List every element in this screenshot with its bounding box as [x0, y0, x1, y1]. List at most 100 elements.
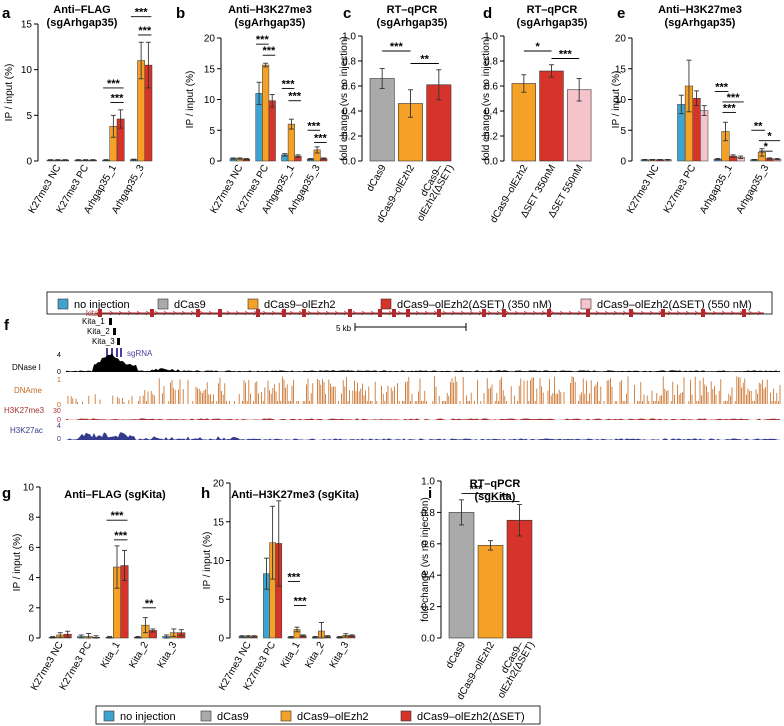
track-h3k27ac-signal	[66, 432, 780, 440]
dname-bar	[731, 387, 733, 404]
dname-bar	[254, 382, 256, 404]
y-axis-label-b: IP / input (%)	[185, 71, 196, 129]
dname-bar	[757, 393, 758, 404]
dname-bar	[758, 382, 760, 404]
dname-bar	[381, 385, 382, 404]
dname-bar	[480, 401, 482, 404]
dname-bar	[278, 382, 280, 404]
gene-exon	[196, 309, 200, 317]
dname-bar	[88, 395, 90, 404]
gene-arrow	[181, 310, 186, 316]
gene-arrow	[658, 310, 663, 316]
sgrna-marks	[106, 348, 122, 357]
dname-bar	[712, 389, 714, 404]
dname-bar	[352, 390, 354, 404]
dname-bar	[147, 391, 149, 404]
chart-e: e Anti–H3K27me3(sgArhgap35) 0 5 10 15 20 IP / i…	[611, 4, 782, 216]
dname-bar	[122, 397, 123, 404]
dname-bar	[72, 398, 74, 404]
track-label-dnase: DNase I	[12, 363, 41, 372]
h3k27me3-signal-area	[66, 418, 780, 420]
dname-bar	[403, 401, 405, 404]
dname-bar	[563, 391, 565, 404]
panel-letter-h: h	[201, 485, 210, 502]
dname-bar	[446, 392, 448, 404]
dname-bar	[469, 401, 470, 404]
dname-bar	[766, 379, 768, 404]
gene-arrow	[757, 310, 762, 316]
gene-arrow	[694, 310, 699, 316]
track-dnase-signal	[66, 353, 780, 372]
gene-arrow	[235, 310, 240, 316]
region-label-kita-2: Kita_2	[87, 327, 110, 336]
significance-label-b: ***	[307, 120, 321, 132]
gene-direction-arrows	[109, 310, 762, 316]
dname-bar	[416, 401, 418, 404]
dname-bar	[658, 401, 659, 404]
dname-bar	[760, 383, 762, 404]
y-tick-label-i: 1.0	[421, 477, 435, 488]
dname-bar	[560, 392, 562, 404]
gene-arrow	[397, 310, 402, 316]
gene-arrow	[343, 310, 348, 316]
dname-bar	[338, 401, 339, 404]
dname-bar	[296, 401, 298, 404]
significance-label-d: ***	[559, 49, 573, 61]
dname-bar	[622, 401, 624, 404]
significance-label-b: ***	[288, 91, 302, 103]
significance-label-e: ***	[727, 92, 741, 104]
dname-bar	[547, 390, 549, 404]
dname-bar	[182, 389, 184, 404]
dname-bar	[778, 401, 779, 404]
y-tick-label-a: 15	[21, 20, 33, 31]
y-tick-label-d: 0.8	[484, 57, 498, 68]
y-tick-label-g: 8	[28, 513, 34, 524]
x-tick-label-e: K27me3 NC	[625, 163, 662, 216]
dname-bar	[414, 401, 416, 404]
dname-bar	[611, 386, 613, 404]
gene-arrow	[469, 310, 474, 316]
dname-bar	[470, 392, 472, 404]
dname-bar	[765, 387, 766, 404]
x-tick-label-g: Kita_2	[127, 640, 151, 670]
dname-bar	[75, 398, 77, 404]
chart-title-h: Anti–H3K27me3 (sgKita)	[231, 489, 359, 501]
dname-bar	[739, 377, 741, 404]
gene-arrow	[118, 310, 123, 316]
gene-arrow	[505, 310, 510, 316]
dname-bar	[262, 401, 264, 404]
scale-bar-label: 5 kb	[336, 324, 352, 333]
dname-bar	[138, 400, 139, 404]
dname-bar	[742, 382, 744, 404]
chart-subtitle-d: (sgArhgap35)	[517, 17, 588, 29]
dname-bar	[771, 401, 773, 404]
gene-arrow	[271, 310, 276, 316]
gene-arrow	[163, 310, 168, 316]
gene-arrow	[622, 310, 627, 316]
y-tick-label-e: 10	[615, 95, 627, 106]
dname-bar	[454, 376, 456, 404]
dname-bar	[370, 401, 371, 404]
track-h3k27me3-signal	[66, 418, 780, 420]
dname-bar	[312, 383, 314, 404]
dname-bar	[386, 392, 387, 404]
gene-arrow	[244, 310, 249, 316]
dname-bar	[158, 378, 160, 404]
dname-bar	[288, 401, 290, 404]
dname-bar	[211, 401, 213, 404]
dname-bar	[250, 393, 251, 404]
dname-bar	[557, 393, 558, 404]
dname-bar	[226, 401, 227, 404]
dname-bar	[450, 382, 451, 404]
panel-letter-e: e	[617, 5, 625, 22]
gene-arrow	[208, 310, 213, 316]
dname-bar	[82, 401, 83, 404]
dname-bar	[150, 390, 152, 404]
x-tick-label-e: K27me3 PC	[662, 163, 698, 215]
dname-bar	[702, 377, 704, 404]
dname-bar	[234, 401, 235, 404]
gene-exon	[150, 309, 154, 317]
dname-bar	[550, 395, 552, 404]
dname-bar	[773, 388, 774, 404]
dname-bar	[275, 391, 277, 404]
